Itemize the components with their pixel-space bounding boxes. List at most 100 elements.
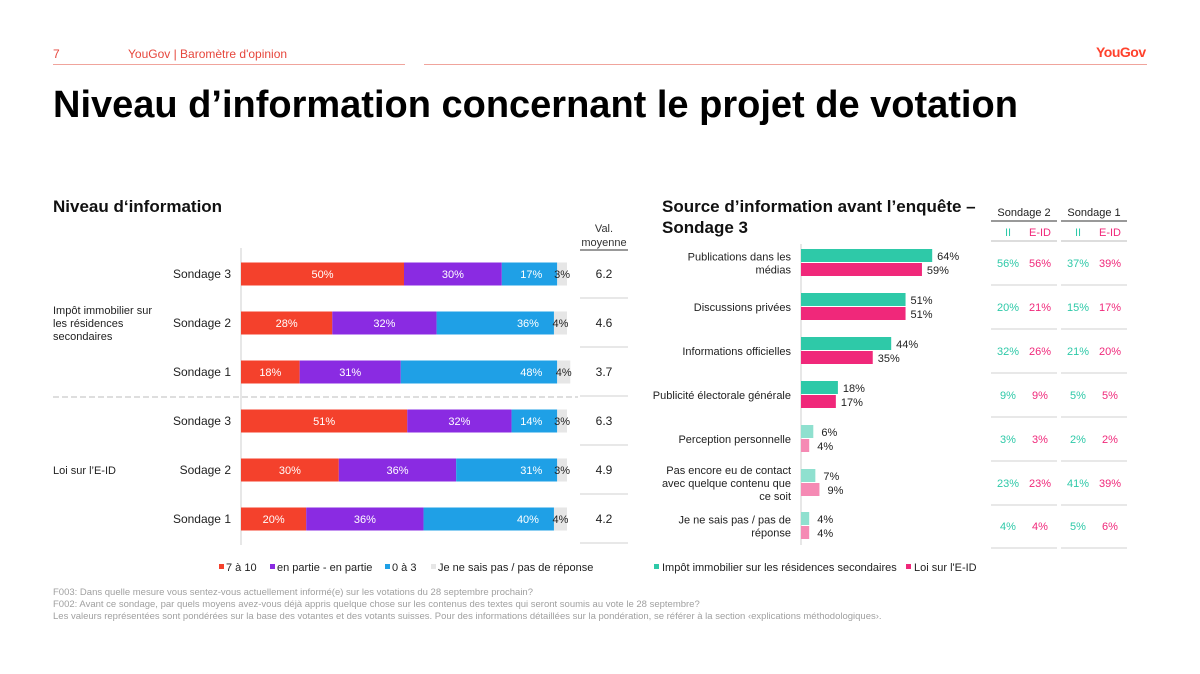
table-cell: 20% [1099,346,1121,358]
category-label: Informations officielles [682,346,791,358]
category-label: avec quelque contenu que [662,478,791,490]
mean-value: 4.9 [596,463,613,477]
mean-value: 6.3 [596,414,613,428]
bar-data-label: 18% [259,367,281,379]
table-cell: 5% [1070,521,1086,533]
legend-label: 7 à 10 [226,562,257,574]
bar-data-label: 32% [448,416,470,428]
table-cell: 6% [1102,521,1118,533]
legend-label: Impôt immobilier sur les résidences seco… [662,562,897,574]
category-label: médias [756,265,792,277]
table-cell: 23% [1029,478,1051,490]
stacked-bar-segment [241,507,307,531]
stacked-bar-segment [553,311,567,335]
bar-data-label: 28% [276,318,298,330]
stacked-bar-segment [241,458,339,482]
mean-value: 4.6 [596,316,613,330]
table-header: Sondage 1 [1067,207,1120,219]
bar-data-label: 51% [313,416,335,428]
footnote-3: Les valeurs représentées sont pondérées … [53,611,882,622]
bar-data-label: 3% [554,416,570,428]
row-label: Sondage 2 [173,316,231,330]
legend-label: Loi sur l'E-ID [914,562,977,574]
grouped-bar [801,439,810,452]
bar-data-label: 30% [442,269,464,281]
category-label: Publicité électorale générale [653,390,791,402]
mean-value: 3.7 [596,365,613,379]
footnote-1: F003: Dans quelle mesure vous sentez-vou… [53,587,534,598]
grouped-bar [801,293,906,306]
table-cell: 2% [1070,434,1086,446]
table-cell: 9% [1032,390,1048,402]
table-cell: 37% [1067,258,1089,270]
bar-data-label: 3% [554,269,570,281]
stacked-bar-segment [436,311,554,335]
stacked-bar-segment [423,507,554,531]
bar-data-label: 4% [817,514,833,526]
stacked-bar-segment [338,458,457,482]
grouped-bar [801,263,922,276]
bar-data-label: 4% [556,367,572,379]
table-cell: 3% [1032,434,1048,446]
group-label: Loi sur l’E-ID [53,465,116,477]
legend-swatch [219,564,224,569]
table-subheader: E-ID [1099,227,1121,239]
stacked-bar-segment [557,458,567,482]
bar-data-label: 31% [520,465,542,477]
legend-label: en partie - en partie [277,562,372,574]
stacked-bar-segment [299,360,401,384]
table-cell: 4% [1032,521,1048,533]
stacked-bar-segment [557,409,567,433]
table-header: Sondage 2 [997,207,1050,219]
right-chart-title-line2: Sondage 3 [662,218,748,237]
table-cell: 15% [1067,302,1089,314]
page-number: 7 [53,47,60,61]
stacked-bar-segment [306,507,424,531]
stacked-bar-segment [501,262,558,286]
bar-data-label: 40% [517,514,539,526]
grouped-bar [801,395,836,408]
table-cell: 5% [1070,390,1086,402]
row-label: Sondage 1 [173,365,231,379]
table-cell: 9% [1000,390,1016,402]
yougov-logo: YouGov [1096,44,1146,60]
table-cell: 41% [1067,478,1089,490]
right-chart-title-line1: Source d’information avant l’enquête – [662,197,976,216]
table-subheader: II [1005,227,1011,239]
category-label: Je ne sais pas / pas de [678,515,791,527]
bar-data-label: 36% [354,514,376,526]
row-label: Sondage 1 [173,512,231,526]
bar-data-label: 4% [553,514,569,526]
group-label: Impôt immobilier sur [53,305,152,317]
mean-value: 6.2 [596,267,613,281]
bar-data-label: 20% [263,514,285,526]
table-cell: 5% [1102,390,1118,402]
table-cell: 39% [1099,258,1121,270]
mean-column-header: moyenne [581,237,626,249]
stacked-bar-segment [407,409,512,433]
legend-swatch [270,564,275,569]
table-subheader: E-ID [1029,227,1051,239]
stacked-bar-segment [332,311,437,335]
table-cell: 4% [1000,521,1016,533]
stacked-bar-segment [511,409,558,433]
grouped-bar [801,337,892,350]
stacked-bar-segment [553,507,567,531]
bar-data-label: 36% [517,318,539,330]
bar-data-label: 35% [878,353,900,365]
bar-data-label: 59% [927,265,949,277]
table-cell: 2% [1102,434,1118,446]
bar-data-label: 31% [339,367,361,379]
legend-swatch [431,564,436,569]
group-label: les résidences [53,318,124,330]
bar-data-label: 50% [311,269,333,281]
category-label: ce soit [759,491,791,503]
bar-data-label: 51% [911,309,933,321]
bar-data-label: 36% [386,465,408,477]
stacked-bar-segment [241,409,408,433]
table-cell: 20% [997,302,1019,314]
stacked-bar-segment [557,262,567,286]
stacked-bar-segment [456,458,558,482]
bar-data-label: 6% [821,427,837,439]
table-cell: 3% [1000,434,1016,446]
